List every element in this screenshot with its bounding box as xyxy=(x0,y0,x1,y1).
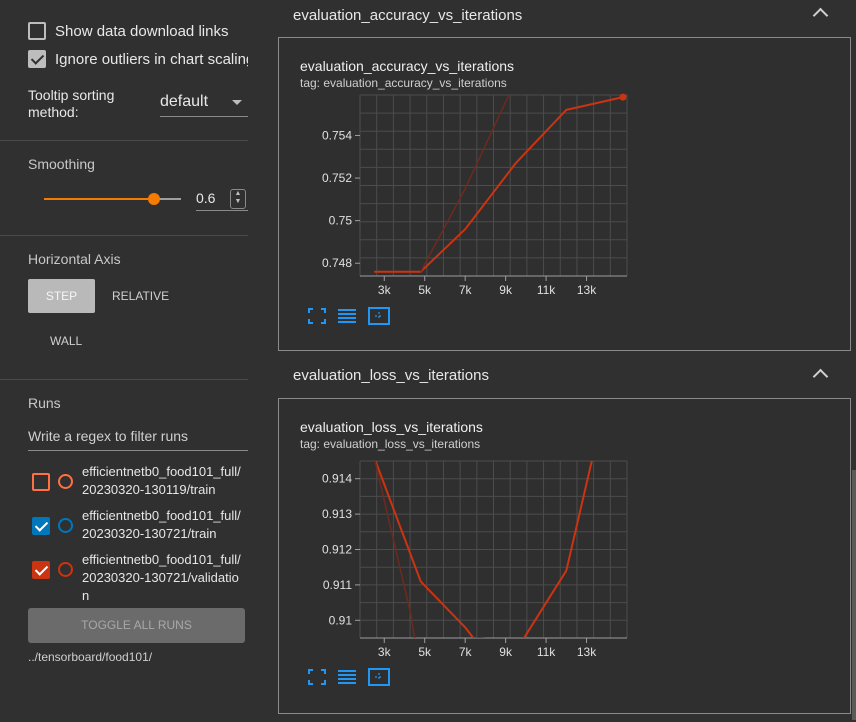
run-color-circle-icon[interactable] xyxy=(58,518,73,533)
card-tag: tag: evaluation_accuracy_vs_iterations xyxy=(300,76,507,90)
card-title: evaluation_accuracy_vs_iterations xyxy=(300,58,515,74)
smoothing-value: 0.6 xyxy=(196,190,216,206)
smoothing-slider[interactable] xyxy=(44,193,181,205)
x-tick-label: 13k xyxy=(577,645,597,659)
x-tick-label: 11k xyxy=(537,645,556,659)
chevron-up-icon[interactable] xyxy=(812,368,829,385)
ignore-outliers-label: Ignore outliers in chart scaling xyxy=(55,50,248,68)
divider xyxy=(0,140,248,141)
series-line-smoothed xyxy=(374,96,624,273)
group-title: evaluation_loss_vs_iterations xyxy=(293,367,489,384)
y-tick-label: 0.91 xyxy=(329,613,353,627)
run-checkbox[interactable] xyxy=(32,517,50,535)
runs-filter-placeholder: Write a regex to filter runs xyxy=(28,428,189,444)
smoothing-slider-thumb[interactable] xyxy=(147,193,160,205)
x-tick-label: 13k xyxy=(577,283,597,297)
y-tick-label: 0.913 xyxy=(322,507,352,521)
main-panel: evaluation_accuracy_vs_iterations evalua… xyxy=(277,0,856,722)
series-line-raw xyxy=(420,95,510,273)
x-tick-label: 5k xyxy=(418,645,432,659)
divider xyxy=(0,379,248,380)
tooltip-sorting-label-line1: Tooltip sorting xyxy=(28,87,115,103)
group-header-loss[interactable]: evaluation_loss_vs_iterations xyxy=(277,359,852,395)
group-header-accuracy[interactable]: evaluation_accuracy_vs_iterations xyxy=(277,0,852,36)
run-name-line: efficientnetb0_food101_full/ xyxy=(82,508,241,523)
chevron-up-icon[interactable] xyxy=(812,7,829,24)
sidebar: Show data download links Ignore outliers… xyxy=(0,0,264,722)
group-title: evaluation_accuracy_vs_iterations xyxy=(293,7,523,24)
tooltip-sorting-value: default xyxy=(160,93,209,110)
x-tick-label: 7k xyxy=(459,645,473,659)
scrollbar-thumb[interactable] xyxy=(852,470,856,720)
tooltip-sorting-label: Tooltip sorting method: xyxy=(28,87,114,121)
chart-card-loss: evaluation_loss_vs_iterations tag: evalu… xyxy=(278,398,851,714)
run-checkbox[interactable] xyxy=(32,473,50,491)
show-download-links-label: Show data download links xyxy=(55,22,229,40)
run-color-circle-icon[interactable] xyxy=(58,474,73,489)
wall-button[interactable]: WALL xyxy=(50,334,83,348)
run-name-line: efficientnetb0_food101_full/ xyxy=(82,552,241,567)
y-tick-label: 0.75 xyxy=(329,214,353,228)
y-tick-label: 0.914 xyxy=(322,472,352,486)
y-tick-label: 0.752 xyxy=(322,171,352,185)
step-button[interactable]: STEP xyxy=(28,279,95,313)
card-title: evaluation_loss_vs_iterations xyxy=(300,419,483,435)
y-tick-label: 0.754 xyxy=(322,128,352,142)
runs-title: Runs xyxy=(28,395,61,411)
stepper-icon[interactable]: ▲ ▼ xyxy=(230,189,246,209)
run-name-line: 20230320-130721/train xyxy=(82,526,217,541)
tooltip-sorting-label-line2: method: xyxy=(28,104,79,120)
x-tick-label: 9k xyxy=(499,283,513,297)
run-name-line: efficientnetb0_food101_full/ xyxy=(82,464,241,479)
lines-menu-icon[interactable] xyxy=(338,669,356,685)
checkbox-box-checked[interactable] xyxy=(28,50,46,68)
smoothing-slider-fill xyxy=(44,198,154,200)
x-tick-label: 3k xyxy=(378,283,392,297)
run-name: efficientnetb0_food101_full/ 20230320-13… xyxy=(82,551,248,605)
divider xyxy=(0,235,248,236)
fit-domain-icon[interactable] xyxy=(368,307,390,325)
y-tick-label: 0.748 xyxy=(322,256,352,270)
x-tick-label: 11k xyxy=(537,283,556,297)
accuracy-chart[interactable]: 3k 5k 7k 9k 11k 13k 0.748 0.75 0.752 0.754 xyxy=(279,38,850,350)
series-last-point xyxy=(619,93,627,101)
relative-button[interactable]: RELATIVE xyxy=(112,289,170,303)
horizontal-axis-title: Horizontal Axis xyxy=(28,251,121,267)
checkbox-box[interactable] xyxy=(28,22,46,40)
show-download-links-checkbox[interactable]: Show data download links xyxy=(28,22,248,40)
series-line-raw xyxy=(374,461,416,638)
x-tick-label: 5k xyxy=(418,283,432,297)
fullscreen-icon[interactable] xyxy=(308,669,326,685)
lines-menu-icon[interactable] xyxy=(338,308,356,324)
tooltip-sorting-select[interactable]: default xyxy=(160,90,248,117)
x-tick-label: 9k xyxy=(499,645,513,659)
toggle-all-runs-button[interactable]: TOGGLE ALL RUNS xyxy=(28,608,245,643)
loss-chart[interactable]: 3k 5k 7k 9k 11k 13k 0.91 0.911 0.912 0.913 0.914 xyxy=(279,399,850,713)
run-name-line: n xyxy=(82,588,90,603)
card-tag: tag: evaluation_loss_vs_iterations xyxy=(300,437,481,451)
run-color-circle-icon[interactable] xyxy=(58,562,73,577)
run-name: efficientnetb0_food101_full/ 20230320-13… xyxy=(82,463,248,499)
fullscreen-icon[interactable] xyxy=(308,308,326,324)
x-tick-label: 7k xyxy=(459,283,473,297)
series-line-smoothed xyxy=(374,461,593,638)
x-tick-label: 3k xyxy=(378,645,392,659)
log-directory: ../tensorboard/food101/ xyxy=(28,650,153,664)
y-tick-label: 0.911 xyxy=(323,578,352,592)
fit-domain-icon[interactable] xyxy=(368,668,390,686)
smoothing-value-input[interactable]: 0.6 ▲ ▼ xyxy=(196,186,248,211)
run-name-line: 20230320-130721/validatio xyxy=(82,570,239,585)
smoothing-title: Smoothing xyxy=(28,156,95,172)
ignore-outliers-checkbox[interactable]: Ignore outliers in chart scaling xyxy=(28,50,248,68)
y-tick-label: 0.912 xyxy=(322,543,352,557)
run-checkbox[interactable] xyxy=(32,561,50,579)
run-name-line: 20230320-130119/train xyxy=(82,482,216,497)
chevron-down-icon xyxy=(232,100,242,105)
runs-filter-input[interactable]: Write a regex to filter runs xyxy=(28,424,248,451)
run-name: efficientnetb0_food101_full/ 20230320-13… xyxy=(82,507,248,543)
chart-card-accuracy: evaluation_accuracy_vs_iterations tag: e… xyxy=(278,37,851,351)
